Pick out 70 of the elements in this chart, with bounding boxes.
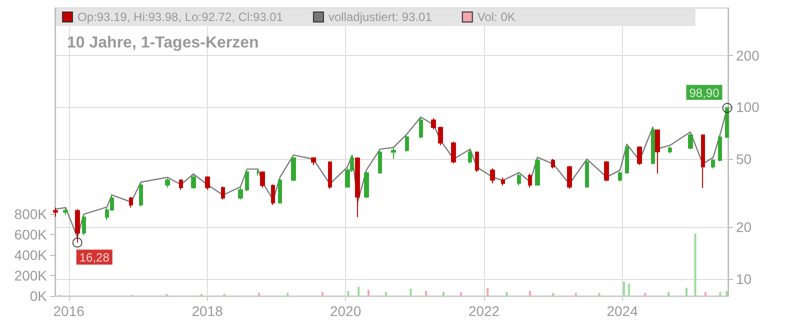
candlestick — [311, 156, 316, 166]
candlestick — [625, 144, 629, 174]
text: 10 Jahre, 1-Tages-Kerzen — [67, 34, 259, 52]
y-tick-label: 20 — [736, 219, 752, 236]
candlestick — [501, 176, 505, 186]
candlestick — [475, 151, 479, 172]
y2-tick-label: 0K — [30, 288, 48, 304]
candlestick — [165, 178, 170, 188]
candlestick — [355, 156, 360, 218]
candlestick — [468, 150, 472, 164]
candlestick — [718, 135, 722, 162]
candlestick — [637, 146, 642, 166]
candlestick — [438, 126, 443, 146]
annotation: 98,90 — [689, 86, 720, 100]
candlestick — [585, 160, 589, 188]
candlestick — [391, 147, 396, 160]
y-tick-label: 50 — [736, 150, 752, 167]
candlestick — [567, 165, 572, 190]
candlestick — [688, 133, 693, 150]
candlestick — [191, 174, 196, 190]
candlestick — [328, 161, 332, 190]
legend-label: Vol: 0K — [477, 10, 516, 24]
candlestick — [139, 182, 143, 207]
y2-tick-label: 600K — [14, 226, 48, 243]
candlestick — [179, 178, 183, 190]
candlestick — [245, 170, 249, 192]
x-tick-label: 2020 — [330, 303, 362, 319]
y2-tick-label: 800K — [14, 206, 48, 222]
y-tick-label: 100 — [736, 99, 760, 116]
y-tick-label: 200 — [736, 47, 760, 64]
x-tick-label: 2016 — [53, 303, 85, 319]
y2-tick-label: 200K — [14, 268, 48, 284]
annotation: 16,28 — [79, 250, 110, 265]
candlestick — [364, 171, 369, 199]
candlestick — [551, 158, 555, 169]
candlestick — [256, 170, 260, 176]
candlestick — [271, 184, 275, 206]
candlestick — [129, 196, 133, 208]
candlestick — [221, 186, 225, 200]
candlestick — [431, 118, 436, 130]
x-tick-label: 2022 — [468, 303, 500, 319]
candlestick — [378, 150, 382, 174]
y2-tick-label: 400K — [14, 247, 48, 264]
candlestick — [604, 160, 609, 182]
candlestick — [651, 128, 655, 165]
candlestick — [82, 214, 86, 236]
candlestick — [405, 135, 409, 152]
candlestick — [668, 146, 672, 154]
candlestick — [205, 176, 210, 190]
candlestick — [490, 168, 495, 184]
candlestick — [535, 158, 540, 186]
candlestick — [701, 134, 705, 189]
legend-label: volladjustiert: 93.01 — [328, 10, 432, 24]
x-tick-label: 2024 — [606, 303, 638, 319]
candlestick — [711, 158, 715, 169]
candlestick — [260, 171, 265, 188]
candlestick — [618, 171, 622, 182]
candlestick — [63, 208, 68, 216]
candlestick — [655, 129, 660, 174]
candlestick — [419, 116, 423, 139]
candlestick — [291, 156, 296, 182]
legend-label: Op:93.19, Hi:93.98, Lo:92.72, Cl:93.01 — [78, 10, 284, 24]
x-tick-label: 2018 — [192, 303, 224, 319]
candlestick — [451, 141, 456, 164]
y-tick-label: 10 — [736, 270, 752, 287]
candlestick — [238, 187, 243, 200]
candlestick — [278, 178, 282, 204]
candlestick — [75, 208, 80, 244]
candlestick — [517, 173, 521, 186]
candlestick — [528, 173, 532, 188]
